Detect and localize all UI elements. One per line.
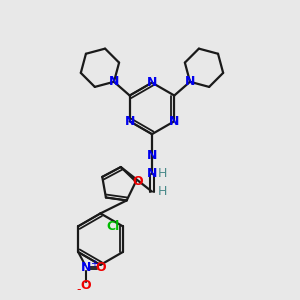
Text: N: N — [109, 75, 119, 88]
Text: +: + — [90, 259, 98, 269]
Text: N: N — [124, 115, 135, 128]
Text: H: H — [158, 185, 168, 198]
Text: N: N — [185, 75, 195, 88]
Text: H: H — [158, 167, 168, 180]
Text: Cl: Cl — [106, 220, 119, 233]
Text: O: O — [81, 279, 92, 292]
Text: O: O — [133, 175, 143, 188]
Text: N: N — [147, 167, 157, 180]
Text: N: N — [169, 115, 179, 128]
Text: N: N — [147, 76, 157, 89]
Text: N: N — [147, 149, 157, 162]
Text: O: O — [96, 261, 106, 274]
Text: -: - — [76, 283, 80, 296]
Text: N: N — [81, 261, 91, 274]
